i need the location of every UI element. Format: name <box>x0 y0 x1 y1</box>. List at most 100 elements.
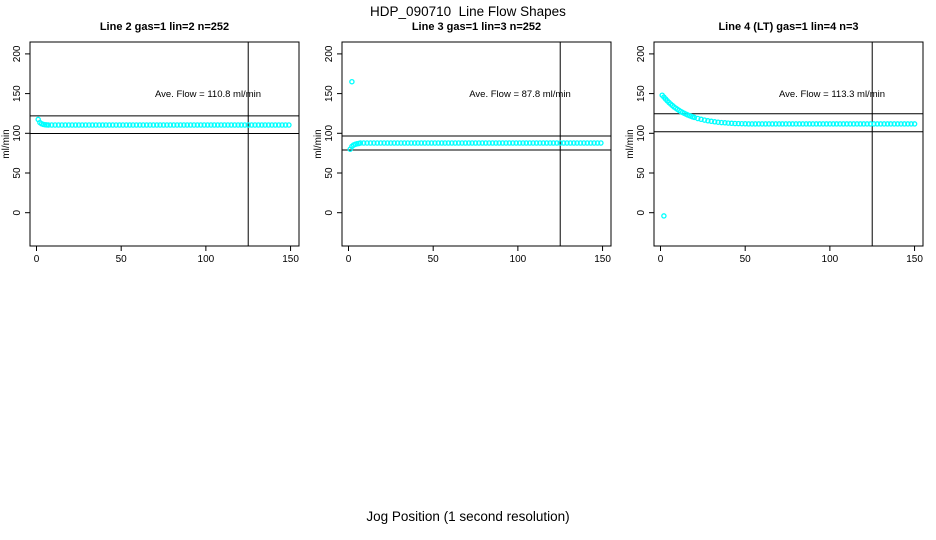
data-point <box>398 140 404 146</box>
data-point <box>827 121 833 127</box>
data-point <box>96 122 102 128</box>
data-point <box>269 122 275 128</box>
data-point <box>214 122 221 128</box>
data-point <box>275 122 282 128</box>
ave-flow-annotation: Ave. Flow = 87.8 ml/min <box>469 89 570 100</box>
data-point <box>452 140 458 146</box>
data-point <box>116 122 123 128</box>
data-point <box>381 140 387 146</box>
data-point <box>489 140 496 146</box>
data-point <box>587 140 594 146</box>
data-point <box>432 140 438 146</box>
data-point <box>174 122 180 128</box>
data-point <box>89 122 96 128</box>
data-point <box>252 122 258 128</box>
x-tick-label: 0 <box>658 254 664 265</box>
y-axis-title: ml/min <box>625 129 636 158</box>
data-point <box>728 120 735 127</box>
data-point <box>449 140 455 146</box>
data-point <box>803 121 809 127</box>
plot-line3: 0 50 100 150 200 ml/min 0 50 100 150 Ave. Flow = 8… <box>313 41 612 265</box>
data-point <box>877 121 884 127</box>
x-axis: 0 50 100 150 <box>346 246 611 265</box>
data-point <box>800 121 806 127</box>
data-point <box>435 140 442 146</box>
data-point <box>840 121 847 127</box>
data-point <box>103 122 109 128</box>
data-point <box>218 122 224 128</box>
data-point <box>82 122 89 128</box>
data-point <box>598 140 604 146</box>
data-points <box>347 140 604 152</box>
data-point <box>388 140 394 146</box>
data-point <box>749 121 755 127</box>
y-tick-label: 50 <box>324 167 335 179</box>
panel-line2: Line 2 gas=1 lin=2 n=252 0 50 100 150 200 ml/… <box>0 18 312 265</box>
data-point <box>462 140 469 146</box>
data-point <box>201 122 207 128</box>
data-point <box>905 121 911 127</box>
data-point <box>255 122 262 128</box>
data-point <box>735 120 742 127</box>
data-point <box>776 121 782 127</box>
data-point <box>52 122 58 128</box>
data-point <box>701 117 708 123</box>
data-point <box>418 140 425 146</box>
plot-box <box>29 41 300 247</box>
data-point <box>204 122 211 128</box>
data-point <box>860 121 867 127</box>
data-point <box>228 122 235 128</box>
data-point <box>62 122 69 128</box>
outlier-point <box>661 213 667 219</box>
data-point <box>72 122 79 128</box>
plot-box <box>653 41 924 247</box>
data-point <box>884 121 891 127</box>
data-point <box>752 121 759 127</box>
data-point <box>367 140 374 146</box>
panel-line4: Line 4 (LT) gas=1 lin=4 n=3 0 50 100 150 200… <box>624 18 936 265</box>
data-point <box>442 140 448 146</box>
data-points <box>35 116 292 128</box>
data-point <box>187 122 194 128</box>
y-tick-label: 200 <box>12 45 23 62</box>
data-point <box>506 140 513 146</box>
data-point <box>120 122 126 128</box>
y-tick-label: 200 <box>324 45 335 62</box>
data-point <box>93 122 99 128</box>
data-point <box>867 121 874 127</box>
data-point <box>516 140 523 146</box>
data-point <box>577 140 584 146</box>
data-point <box>705 118 711 124</box>
data-point <box>133 122 140 128</box>
data-point <box>523 140 530 146</box>
y-axis: 0 50 100 150 200 ml/min <box>313 45 342 215</box>
data-point <box>554 140 560 146</box>
data-point <box>411 140 418 146</box>
data-point <box>891 121 897 127</box>
data-point <box>191 122 197 128</box>
y-tick-label: 100 <box>636 125 647 142</box>
y-tick-label: 150 <box>636 85 647 102</box>
data-point <box>364 140 370 146</box>
data-point <box>259 122 265 128</box>
data-point <box>469 140 475 146</box>
data-point <box>425 140 431 146</box>
data-point <box>793 121 799 127</box>
data-point <box>850 121 857 127</box>
data-point <box>496 140 502 146</box>
data-point <box>493 140 499 146</box>
y-tick-label: 0 <box>12 209 23 215</box>
data-point <box>143 122 150 128</box>
data-point <box>708 118 715 125</box>
x-tick-label: 150 <box>906 254 923 265</box>
data-points <box>659 92 918 127</box>
data-point <box>428 140 435 146</box>
data-point <box>455 140 462 146</box>
data-point <box>476 140 482 146</box>
y-axis: 0 50 100 150 200 ml/min <box>625 45 654 215</box>
data-point <box>394 140 401 146</box>
data-point <box>908 121 914 127</box>
data-point <box>762 121 769 127</box>
data-point <box>123 122 130 128</box>
data-point <box>225 122 231 128</box>
